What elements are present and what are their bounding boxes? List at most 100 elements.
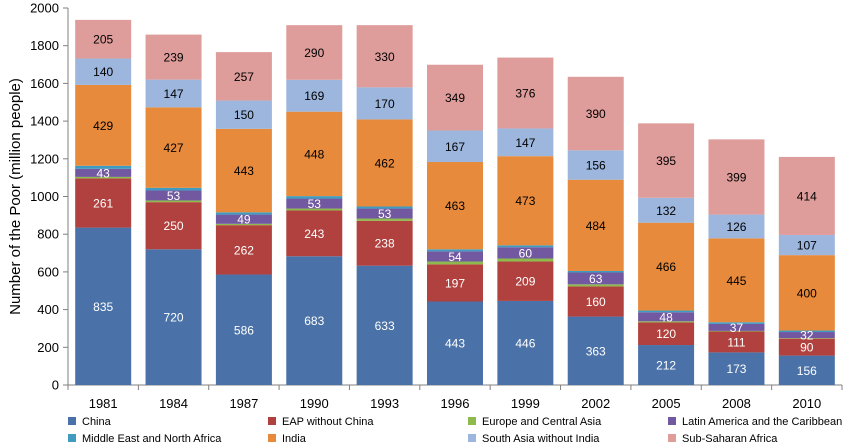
bar-segment — [75, 176, 132, 179]
data-label: 429 — [93, 119, 113, 133]
bar-segment — [75, 168, 132, 177]
data-label: 586 — [234, 323, 254, 337]
bar-segment — [356, 218, 413, 221]
data-label: 446 — [515, 336, 535, 350]
data-label: 443 — [445, 337, 465, 351]
data-label: 63 — [589, 272, 603, 286]
data-label: 633 — [375, 319, 395, 333]
bar-segment — [567, 272, 624, 285]
bar-segment — [215, 274, 272, 385]
bar-segment — [638, 222, 695, 311]
data-label: 835 — [93, 300, 113, 314]
data-label: 132 — [656, 204, 676, 218]
bar-segment — [215, 214, 272, 224]
legend-swatch — [68, 417, 76, 425]
bar-segment — [778, 330, 835, 333]
bar-segment — [778, 332, 835, 339]
data-label: 48 — [659, 310, 673, 324]
data-label: 147 — [515, 136, 535, 150]
bar-segment — [75, 165, 132, 169]
data-label: 140 — [93, 65, 113, 79]
bar-segment — [427, 261, 483, 265]
data-label: 443 — [234, 164, 254, 178]
bar-segment — [75, 227, 132, 385]
y-tick-label: 1000 — [30, 189, 59, 204]
bar-segment — [286, 208, 343, 211]
data-label: 212 — [656, 359, 676, 373]
data-label: 32 — [800, 329, 814, 343]
y-tick-label: 2000 — [30, 1, 59, 16]
legend-swatch — [268, 417, 276, 425]
data-label: 209 — [515, 275, 535, 289]
data-label: 262 — [234, 243, 254, 257]
data-label: 363 — [586, 344, 606, 358]
bar-segment — [356, 220, 413, 266]
bar-segment — [638, 312, 695, 322]
bar-segment — [286, 25, 343, 80]
bar-segment — [356, 265, 413, 385]
data-label: 484 — [586, 219, 606, 233]
data-label: 90 — [800, 341, 814, 355]
bar-segment — [638, 322, 695, 346]
data-label: 173 — [726, 362, 746, 376]
x-tick-label: 1984 — [159, 396, 188, 411]
data-label: 167 — [445, 140, 465, 154]
data-label: 243 — [304, 227, 324, 241]
bar-segment — [215, 223, 272, 226]
bar-segment — [567, 284, 624, 287]
data-label: 53 — [167, 189, 181, 203]
bar-segment — [145, 107, 202, 188]
bar-segment — [215, 128, 272, 213]
bar-segment — [567, 286, 624, 317]
bar-segment — [75, 19, 132, 59]
bar-segment — [778, 255, 835, 331]
y-tick-label: 1600 — [30, 76, 59, 91]
data-label: 147 — [164, 87, 184, 101]
data-label: 250 — [164, 219, 184, 233]
bar-segment — [145, 187, 202, 191]
bar-segment — [356, 119, 413, 207]
bar-segment — [497, 128, 554, 157]
data-label: 395 — [656, 154, 676, 168]
bar-segment — [497, 261, 554, 301]
legend-swatch — [668, 434, 676, 442]
x-tick-label: 1996 — [441, 396, 470, 411]
bar-segment — [286, 196, 343, 199]
data-label: 399 — [726, 170, 746, 184]
data-label: 445 — [726, 274, 746, 288]
x-tick-label: 2005 — [652, 396, 681, 411]
data-label: 414 — [797, 189, 817, 203]
legend-label: India — [282, 433, 307, 445]
data-label: 463 — [445, 199, 465, 213]
data-label: 683 — [304, 314, 324, 328]
data-labels: 835 261 43 429 140 205 720 250 53 427 147 239 586 262… — [93, 33, 817, 378]
bar-segment — [215, 52, 272, 101]
bar-segment — [356, 208, 413, 219]
data-label: 473 — [515, 194, 535, 208]
data-label: 330 — [375, 50, 395, 64]
bar-segment — [638, 197, 695, 223]
legend-label: Middle East and North Africa — [82, 433, 222, 445]
bar-segment — [708, 330, 765, 332]
bar-segment — [286, 210, 343, 257]
bar-segment — [427, 264, 483, 302]
bar-segment — [778, 355, 835, 385]
legend-swatch — [468, 417, 476, 425]
bar-segment — [427, 130, 483, 163]
legend-swatch — [668, 417, 676, 425]
bar-segment — [708, 352, 765, 385]
data-label: 150 — [234, 108, 254, 122]
bar-segment — [356, 87, 413, 120]
bar-segment — [567, 270, 624, 273]
data-label: 107 — [797, 239, 817, 253]
data-label: 448 — [304, 147, 324, 161]
bar-segment — [708, 214, 765, 239]
bar-segment — [145, 200, 202, 203]
bar-segment — [778, 156, 835, 235]
data-label: 53 — [308, 197, 322, 211]
bar-segment — [145, 249, 202, 385]
bar-segment — [427, 249, 483, 252]
bar-segment — [427, 301, 483, 385]
bar-segment — [567, 316, 624, 385]
x-tick-label: 1981 — [89, 396, 118, 411]
